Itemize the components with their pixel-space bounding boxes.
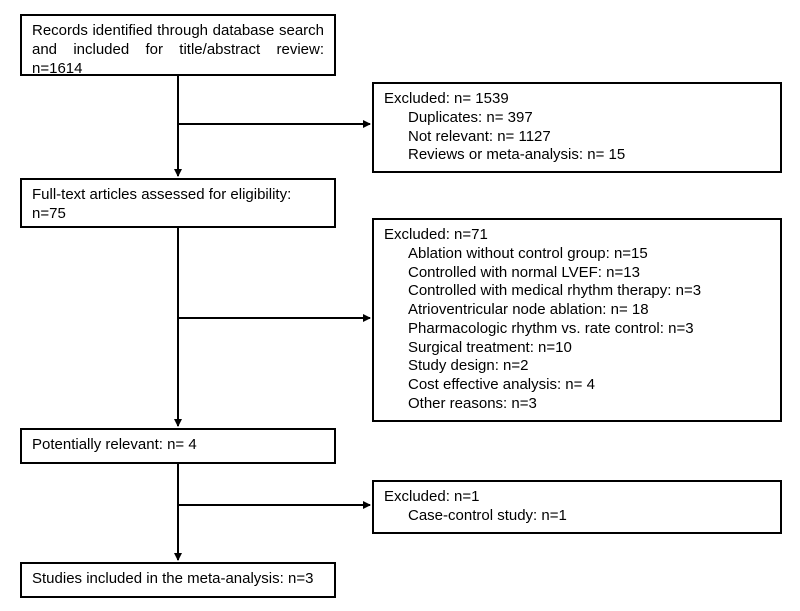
exclusion-3-item: Case-control study: n=1 [384, 507, 770, 526]
exclusion-1-title: Excluded: n= 1539 [384, 90, 770, 109]
exclusion-2-item: Controlled with medical rhythm therapy: … [384, 282, 770, 301]
exclusion-2-item: Ablation without control group: n=15 [384, 245, 770, 264]
exclusion-2-item: Study design: n=2 [384, 357, 770, 376]
exclusion-1-item: Duplicates: n= 397 [384, 109, 770, 128]
exclusion-2-item: Surgical treatment: n=10 [384, 339, 770, 358]
exclusion-box-3: Excluded: n=1 Case-control study: n=1 [372, 480, 782, 534]
exclusion-2-item: Atrioventricular node ablation: n= 18 [384, 301, 770, 320]
exclusion-2-item: Pharmacologic rhythm vs. rate control: n… [384, 320, 770, 339]
node-fulltext: Full-text articles assessed for eligibil… [20, 178, 336, 228]
node-fulltext-text: Full-text articles assessed for eligibil… [32, 186, 291, 222]
exclusion-3-title: Excluded: n=1 [384, 488, 770, 507]
exclusion-2-title: Excluded: n=71 [384, 226, 770, 245]
node-potentially: Potentially relevant: n= 4 [20, 428, 336, 464]
exclusion-2-item: Controlled with normal LVEF: n=13 [384, 264, 770, 283]
node-identified: Records identified through database sear… [20, 14, 336, 76]
node-included: Studies included in the meta-analysis: n… [20, 562, 336, 598]
exclusion-2-item: Other reasons: n=3 [384, 395, 770, 414]
exclusion-1-item: Not relevant: n= 1127 [384, 128, 770, 147]
node-included-text: Studies included in the meta-analysis: n… [32, 570, 313, 587]
exclusion-1-item: Reviews or meta-analysis: n= 15 [384, 146, 770, 165]
exclusion-2-item: Cost effective analysis: n= 4 [384, 376, 770, 395]
node-potentially-text: Potentially relevant: n= 4 [32, 436, 197, 453]
exclusion-box-2: Excluded: n=71 Ablation without control … [372, 218, 782, 422]
node-identified-text: Records identified through database sear… [32, 22, 324, 77]
exclusion-box-1: Excluded: n= 1539 Duplicates: n= 397 Not… [372, 82, 782, 173]
